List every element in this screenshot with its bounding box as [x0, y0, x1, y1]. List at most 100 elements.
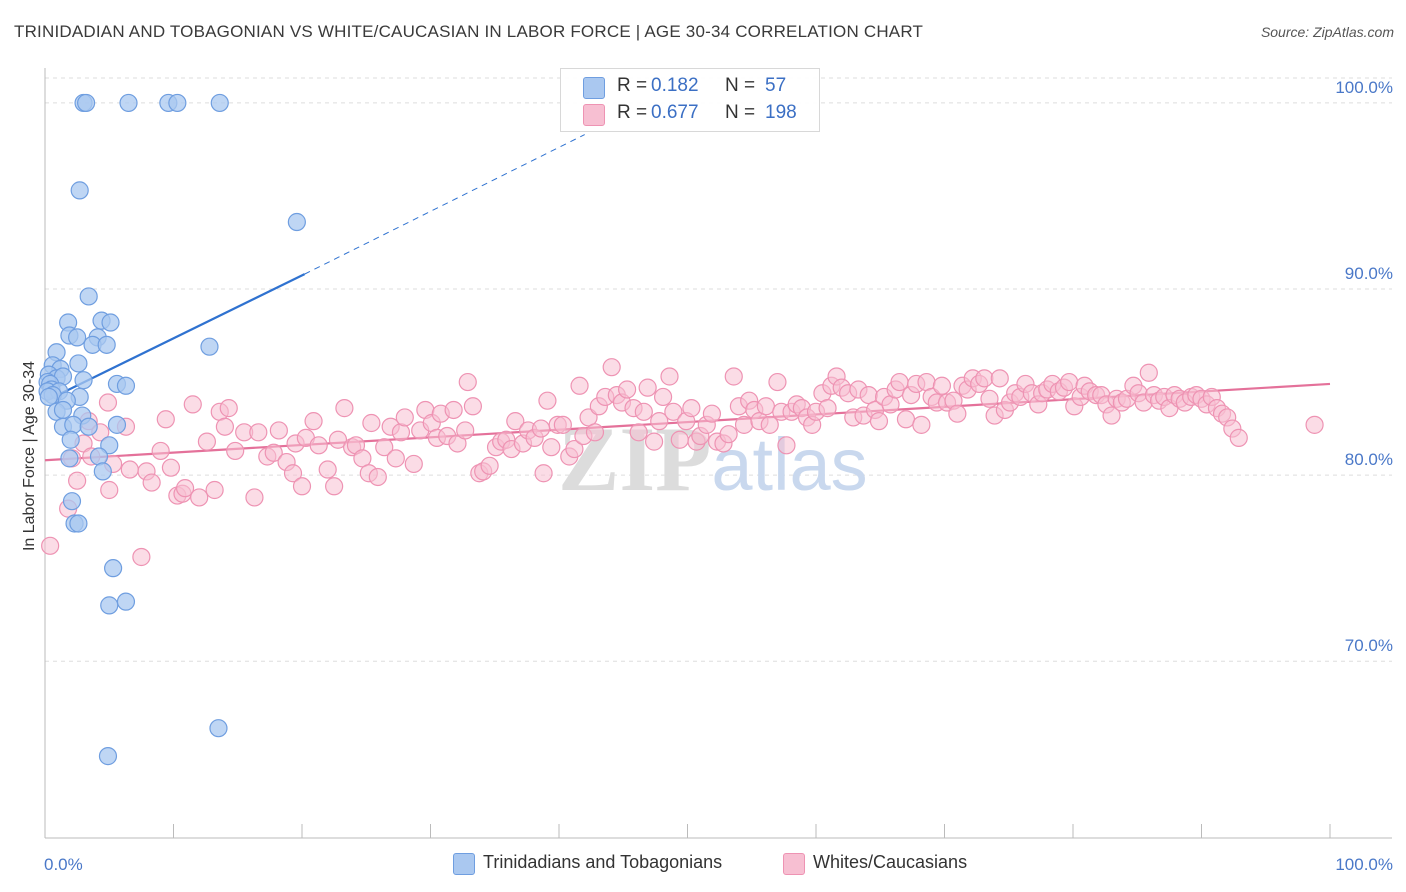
blue-point: [168, 93, 187, 113]
pink-point: [215, 417, 234, 436]
blue-point: [53, 400, 73, 420]
x-tick-label: 100.0%: [1335, 855, 1393, 874]
pink-point: [190, 488, 209, 507]
points-layer: [38, 93, 1324, 766]
pink-point: [553, 415, 572, 434]
legend-r-value: 0.677: [651, 102, 699, 123]
pink-point: [325, 477, 344, 496]
pink-point: [386, 449, 405, 468]
legend-label: Trinidadians and Tobagonians: [483, 852, 723, 872]
legend-swatch-pink: [583, 104, 605, 126]
pink-point: [702, 404, 722, 423]
pink-point: [98, 393, 118, 412]
pink-point: [249, 423, 268, 442]
pink-point: [756, 397, 775, 416]
pink-point: [869, 412, 889, 431]
pink-point: [534, 464, 553, 483]
pink-point: [219, 399, 238, 418]
pink-point: [638, 378, 657, 397]
blue-point: [101, 313, 120, 332]
pink-point: [375, 438, 394, 457]
pink-point: [205, 480, 224, 500]
pink-point: [318, 460, 337, 479]
pink-point: [404, 454, 423, 474]
pink-point: [335, 399, 354, 418]
pink-point: [142, 473, 161, 492]
legend-label: Whites/Caucasians: [813, 852, 968, 872]
pink-point: [538, 391, 557, 410]
pink-point: [664, 402, 683, 421]
pink-point: [768, 372, 787, 392]
pink-point: [565, 439, 584, 459]
legend-r-label: R =: [617, 102, 648, 123]
blue-point: [97, 335, 116, 354]
legend-swatch-blue: [583, 77, 605, 99]
pink-point: [948, 404, 967, 423]
y-tick-label: 80.0%: [1345, 450, 1393, 469]
pink-point: [542, 438, 561, 457]
pink-point: [100, 480, 119, 500]
blue-point: [107, 415, 127, 434]
pink-point: [975, 369, 994, 388]
blue-point: [98, 747, 118, 766]
blue-point: [70, 181, 89, 200]
pink-point: [226, 441, 245, 461]
pink-point: [458, 372, 477, 392]
blue-point: [69, 514, 88, 533]
pink-point: [653, 387, 673, 407]
pink-point: [644, 432, 664, 451]
blue-point: [100, 436, 119, 455]
grid-layer: [45, 77, 1392, 662]
pink-point: [68, 471, 87, 490]
labels-layer: 70.0% 80.0% 90.0% 100.0% 0.0% 100.0% In Labor …: [21, 78, 1393, 874]
pink-point: [618, 380, 637, 399]
pink-point: [183, 395, 202, 414]
pink-point: [480, 456, 499, 475]
blue-point: [209, 719, 228, 738]
source-label: Source: ZipAtlas.com: [1260, 24, 1394, 40]
blue-point: [39, 387, 58, 407]
blue-point: [93, 462, 112, 481]
pink-point: [151, 441, 170, 461]
blue-trend-extension: [304, 134, 585, 275]
pink-point: [670, 430, 689, 449]
pink-point: [197, 432, 217, 451]
blue-point: [64, 415, 83, 434]
y-axis-title: In Labor Force | Age 30-34: [21, 361, 38, 551]
legend-n-label: N =: [725, 102, 756, 123]
pink-point: [391, 423, 411, 442]
blue-point: [68, 328, 87, 347]
pink-point: [719, 425, 738, 444]
pink-point: [132, 547, 151, 567]
pink-point: [156, 410, 175, 429]
blue-point: [69, 354, 88, 373]
pink-point: [1060, 372, 1079, 392]
blue-point: [74, 371, 93, 390]
blue-point: [60, 449, 79, 468]
blue-point: [287, 212, 306, 232]
blue-point: [116, 592, 136, 611]
y-tick-label: 90.0%: [1345, 264, 1393, 283]
blue-point: [100, 596, 119, 615]
pink-point: [362, 413, 381, 433]
blue-point: [89, 447, 109, 466]
pink-point: [264, 443, 283, 462]
chart-title: TRINIDADIAN AND TOBAGONIAN VS WHITE/CAUC…: [14, 22, 924, 41]
pink-point: [328, 430, 348, 449]
legend-r-label: R =: [617, 75, 648, 96]
pink-point: [309, 436, 328, 455]
pink-point: [912, 415, 931, 434]
blue-point: [200, 337, 219, 356]
blue-point: [210, 93, 229, 113]
pink-point: [990, 369, 1009, 388]
blue-point: [79, 417, 98, 436]
pink-point: [629, 423, 648, 442]
pink-point: [283, 464, 303, 483]
pink-point: [1139, 363, 1158, 382]
pink-point: [120, 460, 139, 479]
pink-point: [41, 536, 60, 555]
pink-point: [175, 479, 195, 498]
legend-swatch-pink: [783, 853, 805, 875]
legend-swatch-blue: [453, 853, 475, 875]
blue-point: [104, 559, 123, 578]
